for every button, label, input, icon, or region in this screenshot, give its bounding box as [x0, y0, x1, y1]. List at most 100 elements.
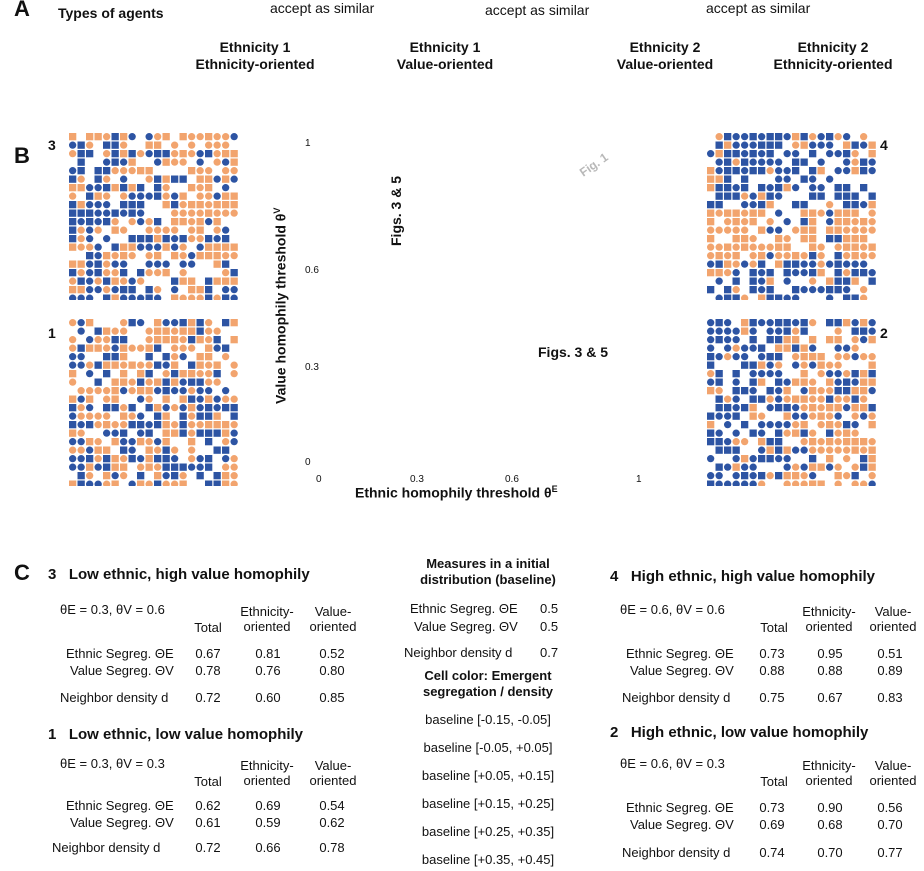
agent-marker [860, 353, 868, 361]
agent-marker [145, 353, 153, 361]
agent-marker [715, 269, 723, 277]
agent-marker [868, 252, 876, 260]
agent-marker [77, 327, 85, 335]
agent-type-1: Ethnicity 1 Ethnicity-oriented [195, 39, 315, 72]
agent-marker [834, 387, 842, 395]
agent-marker [800, 378, 808, 386]
agent-marker [741, 421, 749, 429]
agent-marker [715, 201, 723, 209]
agent-marker [213, 472, 221, 480]
agent-marker [137, 472, 145, 480]
agent-marker [179, 209, 187, 217]
agent-marker [154, 175, 162, 183]
agent-marker [741, 472, 749, 480]
x-tick-0-6: 0.6 [505, 474, 519, 485]
agent-marker [792, 446, 800, 454]
agent-marker [145, 438, 153, 446]
agent-marker [758, 353, 766, 361]
agent-marker [775, 404, 783, 412]
agent-marker [834, 429, 842, 437]
agent-marker [188, 336, 196, 344]
agent-marker [834, 184, 842, 192]
agent-marker [792, 319, 800, 327]
agent-marker [715, 446, 723, 454]
agent-marker [834, 150, 842, 158]
agent-marker [851, 243, 859, 251]
agent-marker [809, 226, 817, 234]
agent-marker [826, 235, 834, 243]
cell: 0.75 [759, 690, 785, 705]
agent-marker [868, 421, 876, 429]
agent-marker [792, 395, 800, 403]
agent-marker [775, 319, 783, 327]
agent-marker [171, 286, 179, 294]
agent-marker [749, 472, 757, 480]
agent-marker [741, 167, 749, 175]
agent-marker [230, 455, 238, 463]
agent-marker [809, 184, 817, 192]
cell: 0.74 [759, 845, 785, 860]
agent-marker [851, 150, 859, 158]
agent-marker [196, 192, 204, 200]
agent-marker [111, 252, 119, 260]
agent-marker [120, 455, 128, 463]
agent-marker [817, 260, 825, 268]
agent-marker [732, 184, 740, 192]
agent-marker [732, 150, 740, 158]
agent-marker [800, 463, 808, 471]
agent-marker [188, 277, 196, 285]
agent-marker [154, 218, 162, 226]
agent-marker [724, 395, 732, 403]
col-header-total: Total [194, 774, 222, 789]
x-tick-0: 0 [316, 474, 322, 485]
agent-marker [715, 378, 723, 386]
agent-marker [741, 133, 749, 141]
agent-marker [69, 243, 77, 251]
agent-marker [213, 327, 221, 335]
agent-marker [154, 184, 162, 192]
agent-marker [162, 175, 170, 183]
agent-marker [196, 158, 204, 166]
agent-marker [758, 429, 766, 437]
agent-marker [800, 344, 808, 352]
agent-marker [111, 286, 119, 294]
row-label: Value Segreg. ΘV [630, 663, 734, 678]
agent-marker [205, 455, 213, 463]
agent-marker [834, 344, 842, 352]
agent-marker [213, 158, 221, 166]
agent-marker [188, 201, 196, 209]
agent-marker [128, 319, 136, 327]
agent-marker [732, 226, 740, 234]
agent-marker [162, 438, 170, 446]
agent-marker [86, 286, 94, 294]
agent-marker [213, 344, 221, 352]
agent-marker [749, 252, 757, 260]
agent-marker [213, 370, 221, 378]
agent-marker [817, 269, 825, 277]
agent-marker [213, 429, 221, 437]
agent-marker [111, 353, 119, 361]
agent-marker [111, 167, 119, 175]
agent-marker [834, 370, 842, 378]
agent-marker [230, 150, 238, 158]
agent-marker [137, 150, 145, 158]
agent-marker [741, 226, 749, 234]
agent-marker [809, 252, 817, 260]
agent-marker [707, 209, 715, 217]
agent-marker [120, 412, 128, 420]
agent-marker [775, 455, 783, 463]
agent-marker [120, 269, 128, 277]
agent-marker [758, 209, 766, 217]
agent-marker [222, 260, 230, 268]
agent-marker [792, 412, 800, 420]
agent-marker [137, 421, 145, 429]
agent-marker [213, 260, 221, 268]
simulation-grid-1 [68, 318, 240, 486]
agent-marker [145, 269, 153, 277]
agent-marker [715, 167, 723, 175]
agent-marker [851, 260, 859, 268]
agent-marker [111, 209, 119, 217]
agent-marker [868, 167, 876, 175]
agent-marker [154, 269, 162, 277]
agent-marker [205, 218, 213, 226]
